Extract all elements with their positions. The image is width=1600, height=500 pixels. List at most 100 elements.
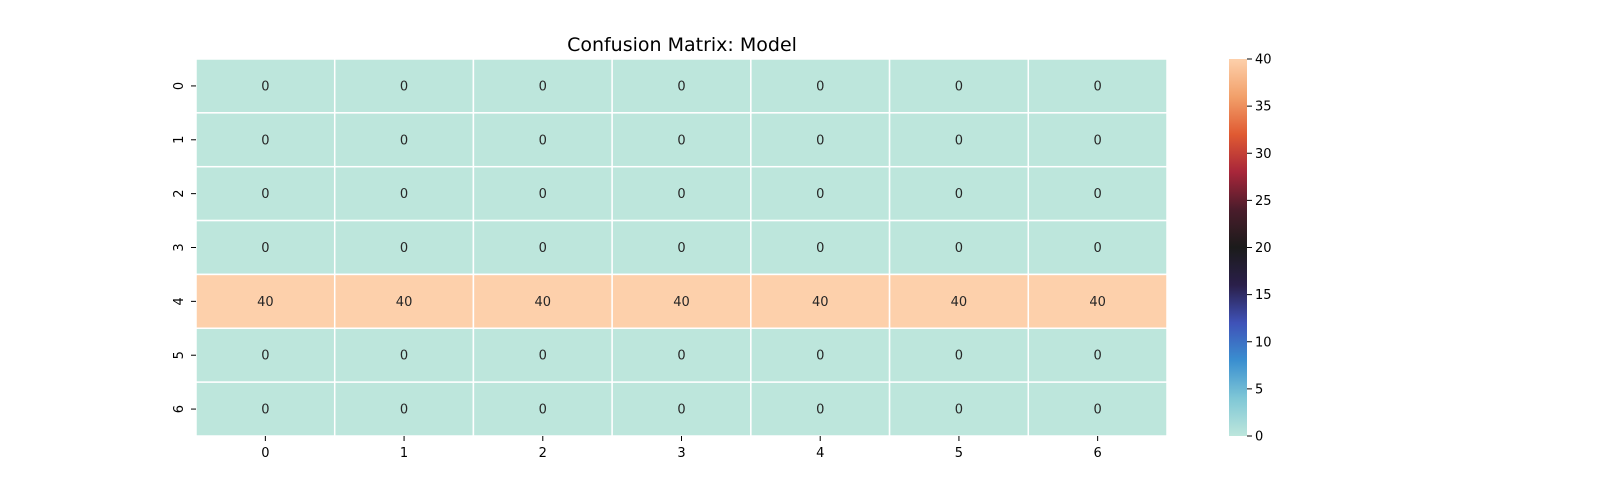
cell-value-label: 0 [539,133,547,148]
heatmap-cell [750,327,891,383]
colorbar-tick-label: 15 [1255,288,1272,303]
x-tick-label: 3 [677,446,685,461]
heatmap-cell [195,219,336,276]
y-tick-label: 0 [172,82,187,90]
cell-value-label: 0 [539,403,547,418]
heatmap-cell [472,273,613,330]
heatmap-cell [472,165,613,222]
colorbar-tick-label: 40 [1255,53,1272,68]
y-tick-label: 4 [172,297,187,305]
cell-value-label: 0 [816,133,824,148]
colorbar-tick-label: 35 [1255,100,1272,115]
cell-value-label: 0 [261,349,269,364]
heatmap-cell [1027,165,1168,222]
x-tick-label: 6 [1094,446,1102,461]
chart-title: Confusion Matrix: Model [567,34,797,56]
cell-value-label: 0 [539,187,547,202]
heatmap-cell [750,381,891,437]
cell-value-label: 0 [677,403,685,418]
cell-value-label: 0 [400,349,408,364]
cell-value-label: 0 [816,187,824,202]
y-tick-label: 6 [172,405,187,413]
x-axis-ticks: 0 1 2 3 4 5 6 [261,436,1102,461]
cell-value-label: 40 [951,295,968,310]
heatmap-cell [195,381,336,437]
heatmap-cell [333,165,475,222]
cell-value-label: 0 [261,241,269,256]
heatmap-cell [333,219,475,276]
x-tick-label: 2 [539,446,547,461]
y-axis-ticks: 0 1 2 3 4 5 6 [172,82,196,413]
cell-value-label: 0 [677,187,685,202]
y-tick-label: 2 [172,190,187,198]
cell-value-label: 40 [396,295,413,310]
cell-value-label: 0 [1094,133,1102,148]
cell-value-label: 0 [400,187,408,202]
y-tick-label: 1 [172,136,187,144]
heatmap-cell [888,219,1030,276]
cell-value-label: 0 [539,241,547,256]
cell-value-label: 0 [1094,79,1102,94]
x-tick-label: 1 [400,446,408,461]
heatmap-cell [1027,219,1168,276]
x-tick-label: 0 [261,446,269,461]
colorbar-tick-label: 20 [1255,241,1272,256]
cell-value-label: 0 [955,403,963,418]
cell-value-label: 0 [400,241,408,256]
cell-value-label: 0 [955,241,963,256]
heatmap-cell [611,165,752,222]
cell-value-label: 0 [261,133,269,148]
cell-value-label: 40 [1089,295,1106,310]
cell-value-label: 40 [535,295,552,310]
x-tick-label: 4 [816,446,824,461]
cell-value-label: 0 [261,79,269,94]
colorbar-tick-label: 5 [1255,382,1263,397]
colorbar-tick-label: 25 [1255,194,1272,209]
heatmap-cell [888,165,1030,222]
y-tick-label: 3 [172,243,187,251]
cell-value-label: 0 [539,79,547,94]
heatmap-cell [1027,112,1168,168]
heatmap-cell [1027,327,1168,383]
cell-value-label: 40 [673,295,690,310]
heatmap-cell [750,112,891,168]
cell-value-label: 0 [1094,241,1102,256]
colorbar-tick-label: 0 [1255,430,1263,445]
cell-value-label: 0 [261,187,269,202]
heatmap-grid: 0 0 0 0 0 0 0 0 0 0 0 0 0 0 0 0 0 0 0 0 0 0 0 0 0 0 0 0 40 40 40 40 40 40… [195,58,1168,437]
cell-value-label: 40 [812,295,829,310]
heatmap-cell [611,327,752,383]
heatmap-cell [472,58,613,114]
cell-value-label: 40 [257,295,274,310]
cell-value-label: 0 [677,133,685,148]
cell-value-label: 0 [816,79,824,94]
heatmap-cell [472,112,613,168]
cell-value-label: 0 [677,241,685,256]
colorbar-ticks: 0 5 10 15 20 25 30 35 40 [1247,53,1272,445]
heatmap-cell [195,58,336,114]
cell-value-label: 0 [1094,403,1102,418]
heatmap-cell [750,165,891,222]
heatmap-cell [195,327,336,383]
cell-value-label: 0 [400,79,408,94]
cell-value-label: 0 [955,79,963,94]
x-tick-label: 5 [955,446,963,461]
cell-value-label: 0 [955,349,963,364]
heatmap-cell [888,58,1030,114]
cell-value-label: 0 [677,79,685,94]
colorbar [1229,59,1247,436]
cell-value-label: 0 [816,241,824,256]
heatmap-cell [333,58,475,114]
cell-value-label: 0 [955,133,963,148]
heatmap-cell [888,381,1030,437]
cell-value-label: 0 [400,133,408,148]
heatmap-cell [1027,381,1168,437]
cell-value-label: 0 [816,349,824,364]
cell-value-label: 0 [1094,187,1102,202]
cell-value-label: 0 [816,403,824,418]
cell-value-label: 0 [400,403,408,418]
cell-value-label: 0 [539,349,547,364]
heatmap-cell [472,381,613,437]
cell-value-label: 0 [677,349,685,364]
